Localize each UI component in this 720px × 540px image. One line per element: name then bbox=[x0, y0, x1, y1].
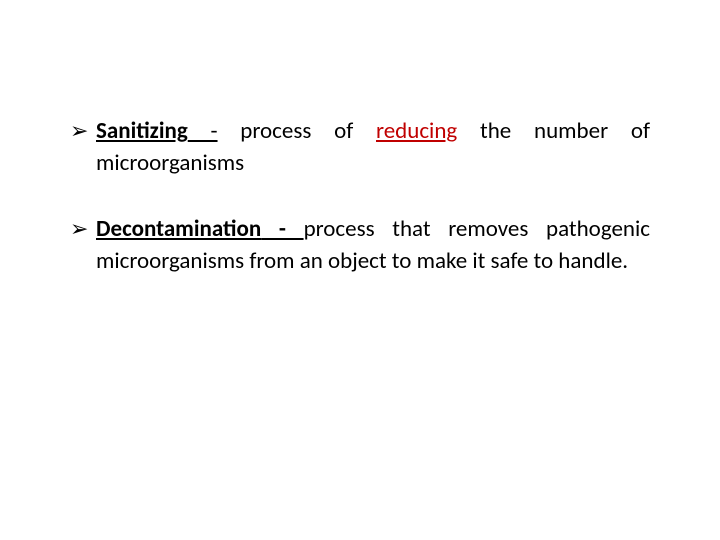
emphasis-reducing: reducing bbox=[376, 117, 457, 145]
bullet-row: ➢ Sanitizing - process of reducing the n… bbox=[70, 115, 650, 179]
slide-body: ➢ Sanitizing - process of reducing the n… bbox=[0, 0, 720, 540]
bullet-content: Sanitizing - process of reducing the num… bbox=[96, 115, 650, 179]
bullet-row: ➢ Decontamination - process that removes… bbox=[70, 213, 650, 277]
arrow-bullet-icon: ➢ bbox=[70, 213, 96, 245]
bullet-item-sanitizing: ➢ Sanitizing - process of reducing the n… bbox=[70, 115, 650, 179]
term-sanitizing: Sanitizing bbox=[96, 117, 188, 145]
bullet-content: Decontamination - process that removes p… bbox=[96, 213, 650, 277]
dash-separator: - bbox=[261, 215, 303, 243]
arrow-bullet-icon: ➢ bbox=[70, 115, 96, 147]
text-fragment: process of bbox=[218, 117, 376, 145]
term-decontamination: Decontamination bbox=[96, 215, 261, 243]
bullet-item-decontamination: ➢ Decontamination - process that removes… bbox=[70, 213, 650, 277]
dash-separator: - bbox=[188, 117, 218, 145]
